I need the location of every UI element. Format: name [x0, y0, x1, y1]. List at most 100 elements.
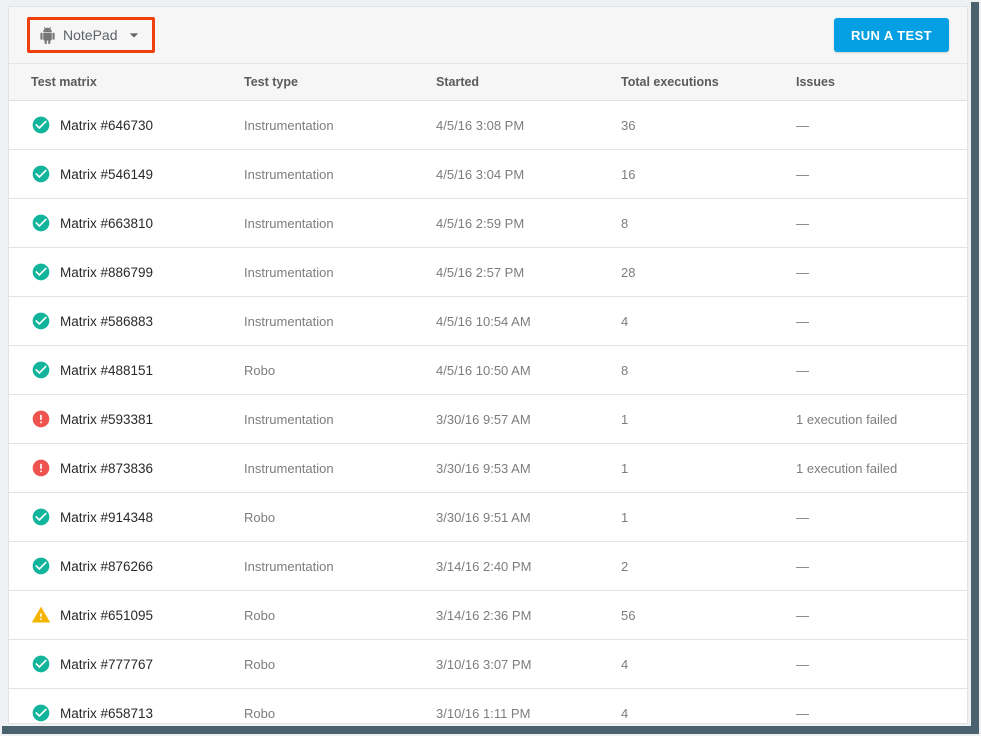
test-type-cell: Robo	[244, 509, 276, 525]
test-type-cell: Instrumentation	[244, 264, 334, 280]
executions-cell: 8	[621, 362, 629, 378]
test-type-cell: Robo	[244, 362, 276, 378]
issues-cell: 1 execution failed	[796, 411, 898, 427]
table-row[interactable]: Matrix #914348 Robo 3/30/16 9:51 AM 1 —	[9, 493, 967, 542]
matrix-name: Matrix #546149	[60, 166, 154, 182]
issues-cell: 1 execution failed	[796, 460, 898, 476]
issues-cell: —	[796, 117, 809, 133]
table-row[interactable]: Matrix #488151 Robo 4/5/16 10:50 AM 8 —	[9, 346, 967, 395]
test-type-cell: Instrumentation	[244, 558, 334, 574]
started-cell: 4/5/16 2:59 PM	[436, 215, 525, 231]
matrix-name: Matrix #586883	[60, 313, 154, 329]
check-circle-icon	[31, 115, 51, 135]
issues-cell: —	[796, 656, 809, 672]
window-edge-bottom	[2, 726, 979, 734]
test-type-cell: Instrumentation	[244, 313, 334, 329]
check-circle-icon	[31, 703, 51, 723]
issues-cell: —	[796, 264, 809, 280]
matrix-name: Matrix #658713	[60, 705, 154, 721]
table-row[interactable]: Matrix #546149 Instrumentation 4/5/16 3:…	[9, 150, 967, 199]
executions-cell: 56	[621, 607, 636, 623]
started-cell: 4/5/16 2:57 PM	[436, 264, 525, 280]
matrix-name: Matrix #646730	[60, 117, 154, 133]
android-icon	[39, 26, 56, 44]
issues-cell: —	[796, 313, 809, 329]
matrix-name: Matrix #488151	[60, 362, 154, 378]
issues-cell: —	[796, 705, 809, 721]
table-header-row: Test matrix Test type Started Total exec…	[9, 64, 967, 101]
executions-cell: 1	[621, 411, 629, 427]
executions-cell: 4	[621, 656, 629, 672]
started-cell: 3/14/16 2:36 PM	[436, 607, 532, 623]
test-type-cell: Instrumentation	[244, 117, 334, 133]
table-row[interactable]: Matrix #663810 Instrumentation 4/5/16 2:…	[9, 199, 967, 248]
table-row[interactable]: Matrix #658713 Robo 3/10/16 1:11 PM 4 —	[9, 689, 967, 723]
column-header-test-type: Test type	[244, 75, 298, 89]
column-header-test-matrix: Test matrix	[31, 75, 97, 89]
matrix-name: Matrix #886799	[60, 264, 154, 280]
table-row[interactable]: Matrix #876266 Instrumentation 3/14/16 2…	[9, 542, 967, 591]
started-cell: 4/5/16 3:04 PM	[436, 166, 525, 182]
started-cell: 3/30/16 9:57 AM	[436, 411, 531, 427]
test-type-cell: Instrumentation	[244, 166, 334, 182]
check-circle-icon	[31, 360, 51, 380]
started-cell: 4/5/16 10:50 AM	[436, 362, 531, 378]
matrix-name: Matrix #777767	[60, 656, 154, 672]
executions-cell: 36	[621, 117, 636, 133]
app-selector-label: NotePad	[63, 27, 118, 43]
check-circle-icon	[31, 213, 51, 233]
matrix-name: Matrix #651095	[60, 607, 154, 623]
check-circle-icon	[31, 262, 51, 282]
toolbar: NotePad RUN A TEST	[9, 7, 967, 64]
matrix-name: Matrix #873836	[60, 460, 154, 476]
chevron-down-icon	[124, 25, 144, 45]
run-a-test-button[interactable]: RUN A TEST	[833, 18, 949, 52]
test-type-cell: Robo	[244, 656, 276, 672]
table-row[interactable]: Matrix #873836 Instrumentation 3/30/16 9…	[9, 444, 967, 493]
started-cell: 3/10/16 1:11 PM	[436, 705, 531, 721]
test-type-cell: Instrumentation	[244, 460, 334, 476]
table-row[interactable]: Matrix #651095 Robo 3/14/16 2:36 PM 56 —	[9, 591, 967, 640]
matrix-name: Matrix #914348	[60, 509, 154, 525]
table-row[interactable]: Matrix #593381 Instrumentation 3/30/16 9…	[9, 395, 967, 444]
check-circle-icon	[31, 164, 51, 184]
column-header-started: Started	[436, 75, 480, 89]
matrix-name: Matrix #593381	[60, 411, 154, 427]
started-cell: 3/10/16 3:07 PM	[436, 656, 532, 672]
executions-cell: 4	[621, 705, 629, 721]
window-edge-right	[971, 2, 979, 734]
started-cell: 3/14/16 2:40 PM	[436, 558, 532, 574]
table-row[interactable]: Matrix #777767 Robo 3/10/16 3:07 PM 4 —	[9, 640, 967, 689]
executions-cell: 16	[621, 166, 636, 182]
column-header-total-executions: Total executions	[621, 75, 719, 89]
error-circle-icon	[31, 409, 51, 429]
executions-cell: 4	[621, 313, 629, 329]
test-type-cell: Robo	[244, 705, 276, 721]
test-type-cell: Robo	[244, 607, 276, 623]
started-cell: 4/5/16 10:54 AM	[436, 313, 531, 329]
matrix-name: Matrix #663810	[60, 215, 154, 231]
warning-triangle-icon	[31, 605, 51, 625]
executions-cell: 8	[621, 215, 629, 231]
error-circle-icon	[31, 458, 51, 478]
check-circle-icon	[31, 507, 51, 527]
table-row[interactable]: Matrix #646730 Instrumentation 4/5/16 3:…	[9, 101, 967, 150]
started-cell: 3/30/16 9:53 AM	[436, 460, 531, 476]
issues-cell: —	[796, 607, 809, 623]
started-cell: 4/5/16 3:08 PM	[436, 117, 525, 133]
annotation-highlight-box: NotePad	[27, 17, 156, 53]
app-selector-dropdown[interactable]: NotePad	[39, 25, 144, 45]
test-type-cell: Instrumentation	[244, 411, 334, 427]
table-row[interactable]: Matrix #886799 Instrumentation 4/5/16 2:…	[9, 248, 967, 297]
executions-cell: 2	[621, 558, 629, 574]
check-circle-icon	[31, 311, 51, 331]
check-circle-icon	[31, 654, 51, 674]
issues-cell: —	[796, 215, 809, 231]
table-row[interactable]: Matrix #586883 Instrumentation 4/5/16 10…	[9, 297, 967, 346]
issues-cell: —	[796, 509, 809, 525]
executions-cell: 28	[621, 264, 636, 280]
check-circle-icon	[31, 556, 51, 576]
executions-cell: 1	[621, 460, 629, 476]
table-body: Matrix #646730 Instrumentation 4/5/16 3:…	[9, 101, 967, 723]
